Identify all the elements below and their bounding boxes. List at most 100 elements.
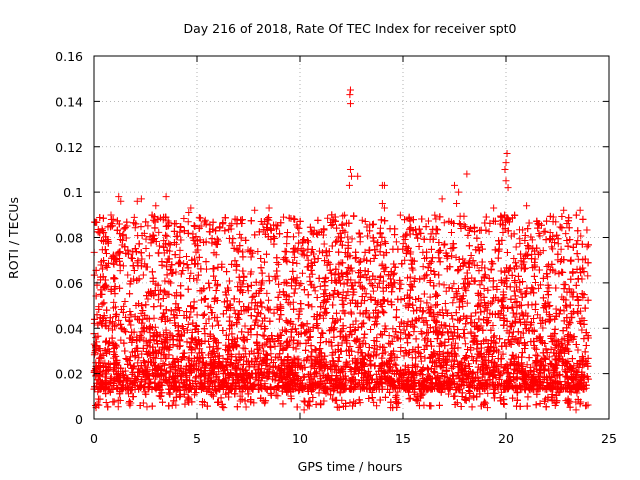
data-point	[579, 294, 587, 302]
data-point	[135, 354, 143, 362]
data-point	[523, 361, 531, 369]
data-point	[193, 311, 201, 319]
data-point	[162, 326, 170, 334]
data-point	[187, 308, 195, 316]
data-point	[236, 230, 244, 238]
data-point	[401, 256, 409, 264]
data-point	[176, 246, 184, 254]
data-point	[557, 245, 565, 253]
data-point	[500, 294, 508, 302]
data-point	[260, 332, 268, 340]
data-point	[315, 247, 323, 255]
data-point	[142, 235, 150, 243]
data-point	[165, 278, 173, 286]
data-point	[342, 294, 350, 302]
data-point	[143, 403, 151, 411]
data-point	[460, 212, 468, 220]
data-point	[267, 350, 275, 358]
data-point	[397, 347, 405, 355]
data-point	[303, 236, 311, 244]
data-point	[338, 220, 346, 228]
data-point	[459, 255, 467, 263]
data-point	[336, 389, 344, 397]
data-point	[242, 403, 250, 411]
data-point	[462, 287, 470, 295]
data-point	[290, 354, 298, 362]
data-point	[184, 218, 192, 226]
data-point	[293, 274, 301, 282]
data-point	[574, 255, 582, 263]
data-point	[134, 359, 142, 367]
data-point	[366, 257, 374, 265]
data-point	[265, 296, 273, 304]
data-point	[369, 287, 377, 295]
data-point	[311, 287, 319, 295]
data-point	[392, 238, 400, 246]
data-point	[539, 324, 547, 332]
data-point	[122, 234, 130, 242]
data-point	[144, 222, 152, 230]
data-point	[480, 284, 488, 292]
data-point	[187, 269, 195, 277]
data-point	[254, 247, 262, 255]
data-point	[351, 255, 359, 263]
data-point	[184, 321, 192, 329]
data-point	[171, 292, 179, 300]
data-point	[102, 249, 110, 257]
data-point	[127, 361, 135, 369]
data-point	[165, 389, 173, 397]
data-point	[134, 232, 142, 240]
data-point	[115, 316, 123, 324]
data-point	[552, 218, 560, 226]
data-point	[410, 328, 418, 336]
data-point	[441, 299, 449, 307]
data-point	[130, 213, 138, 221]
data-point	[112, 322, 120, 330]
data-point	[480, 307, 488, 315]
data-point	[223, 366, 231, 374]
data-point	[358, 216, 366, 224]
data-point	[206, 284, 214, 292]
data-point	[247, 270, 255, 278]
data-point	[246, 247, 254, 255]
data-point	[308, 270, 316, 278]
data-point	[442, 287, 450, 295]
data-point	[485, 228, 493, 236]
data-point	[320, 240, 328, 248]
data-point	[451, 339, 459, 347]
data-point	[407, 282, 415, 290]
data-point	[339, 212, 347, 220]
data-point	[454, 266, 462, 274]
data-point	[574, 237, 582, 245]
data-point	[426, 293, 434, 301]
data-point	[176, 253, 184, 261]
data-point	[180, 215, 188, 223]
data-point	[145, 252, 153, 260]
data-point	[552, 305, 560, 313]
data-point	[411, 323, 419, 331]
data-point	[448, 311, 456, 319]
data-point	[546, 228, 554, 236]
data-point	[350, 398, 358, 406]
data-point	[226, 222, 234, 230]
data-point	[515, 226, 523, 234]
data-point	[431, 211, 439, 219]
data-point	[250, 399, 258, 407]
data-point	[535, 284, 543, 292]
data-point	[139, 271, 147, 279]
data-point	[304, 256, 312, 264]
data-point	[549, 213, 557, 221]
data-point	[488, 298, 496, 306]
data-point	[144, 295, 152, 303]
data-point	[449, 299, 457, 307]
data-point	[155, 228, 163, 236]
data-point	[341, 211, 349, 219]
data-point	[567, 256, 575, 264]
data-point	[442, 306, 450, 314]
data-point	[396, 211, 404, 219]
data-point	[419, 307, 427, 315]
data-point	[361, 218, 369, 226]
data-point	[102, 399, 110, 407]
data-point	[513, 310, 521, 318]
data-point	[151, 224, 159, 232]
